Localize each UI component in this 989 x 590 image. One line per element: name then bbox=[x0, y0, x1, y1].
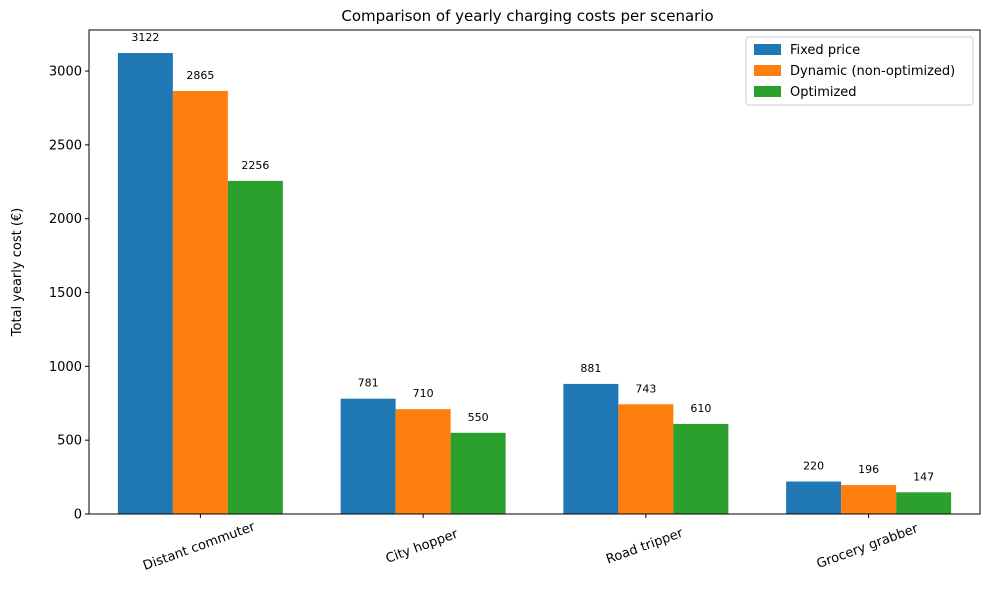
x-tick-label: Grocery grabber bbox=[815, 521, 921, 572]
bar-value-label: 743 bbox=[635, 382, 656, 395]
bar-value-label: 3122 bbox=[131, 31, 159, 44]
legend-label: Fixed price bbox=[790, 43, 860, 58]
bar bbox=[673, 423, 729, 514]
bars-group bbox=[117, 53, 952, 515]
bar-value-label: 881 bbox=[580, 362, 601, 375]
bar-labels-group: 3122 2865 2256 781 710 550 881 743 610 220 196 147 bbox=[131, 31, 934, 483]
y-tick-label: 2500 bbox=[49, 138, 82, 153]
legend-label: Dynamic (non-optimized) bbox=[790, 64, 955, 79]
bar-value-label: 550 bbox=[468, 411, 489, 424]
legend-label: Optimized bbox=[790, 85, 857, 100]
bar-value-label: 2256 bbox=[241, 159, 269, 172]
y-tick-label: 2000 bbox=[49, 212, 82, 227]
bar-value-label: 2865 bbox=[186, 69, 214, 82]
x-tick-label: Road tripper bbox=[604, 526, 686, 568]
bar-value-label: 147 bbox=[913, 470, 934, 483]
y-tick-label: 0 bbox=[74, 508, 82, 523]
chart-title: Comparison of yearly charging costs per … bbox=[341, 7, 713, 25]
bar bbox=[450, 432, 506, 514]
x-axis: Distant commuter City hopper Road tripper G… bbox=[141, 514, 921, 574]
x-tick-label: Distant commuter bbox=[141, 519, 258, 574]
y-tick-label: 1500 bbox=[49, 286, 82, 301]
bar bbox=[117, 53, 173, 514]
bar bbox=[563, 383, 619, 514]
y-axis-label: Total yearly cost (€) bbox=[10, 208, 25, 337]
bar bbox=[172, 90, 228, 515]
legend: Fixed price Dynamic (non-optimized) Optimi… bbox=[745, 36, 974, 106]
y-tick-label: 500 bbox=[57, 434, 82, 449]
bar bbox=[786, 481, 842, 514]
bar bbox=[618, 404, 674, 514]
bar-value-label: 781 bbox=[358, 377, 379, 390]
bar-value-label: 196 bbox=[858, 463, 879, 476]
bar-value-label: 710 bbox=[413, 387, 434, 400]
bar-value-label: 220 bbox=[803, 460, 824, 473]
bar bbox=[227, 180, 283, 514]
bar bbox=[340, 398, 396, 514]
plot-frame bbox=[88, 29, 981, 515]
x-tick-label: City hopper bbox=[384, 527, 461, 567]
bar bbox=[896, 492, 952, 514]
bar-value-label: 610 bbox=[690, 402, 711, 415]
y-tick-label: 3000 bbox=[49, 65, 82, 80]
legend-swatch bbox=[754, 86, 781, 97]
legend-box bbox=[745, 36, 974, 106]
bar bbox=[395, 409, 451, 514]
bar bbox=[841, 485, 897, 514]
legend-swatch bbox=[754, 65, 781, 76]
legend-swatch bbox=[754, 44, 781, 55]
y-tick-label: 1000 bbox=[49, 360, 82, 375]
y-axis: 0 500 1000 1500 2000 2500 3000 bbox=[49, 65, 89, 523]
